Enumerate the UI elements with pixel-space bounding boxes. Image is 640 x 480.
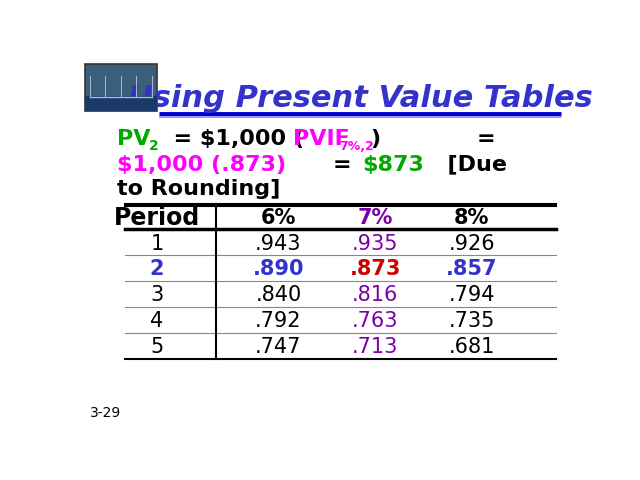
Text: $1,000 (.873): $1,000 (.873) bbox=[117, 155, 286, 175]
Text: .890: .890 bbox=[253, 259, 304, 279]
Text: 7%,2: 7%,2 bbox=[339, 140, 374, 153]
Text: to Rounding]: to Rounding] bbox=[117, 179, 280, 199]
FancyBboxPatch shape bbox=[85, 96, 157, 111]
Text: PV: PV bbox=[117, 129, 150, 149]
Text: Period: Period bbox=[114, 206, 200, 230]
Text: 4: 4 bbox=[150, 311, 163, 331]
Text: = $1,000 (: = $1,000 ( bbox=[158, 129, 304, 149]
Text: =: = bbox=[333, 155, 359, 175]
Text: .840: .840 bbox=[255, 285, 301, 305]
Text: .763: .763 bbox=[352, 311, 398, 331]
Text: .713: .713 bbox=[352, 337, 398, 357]
Text: 1: 1 bbox=[150, 233, 163, 253]
Text: .857: .857 bbox=[446, 259, 497, 279]
Text: 5: 5 bbox=[150, 337, 163, 357]
Text: .794: .794 bbox=[449, 285, 495, 305]
Text: 6%: 6% bbox=[260, 208, 296, 228]
FancyBboxPatch shape bbox=[85, 64, 157, 111]
Text: ): ) bbox=[370, 129, 380, 149]
Text: .735: .735 bbox=[449, 311, 495, 331]
Text: .816: .816 bbox=[352, 285, 398, 305]
Text: 7%: 7% bbox=[357, 208, 393, 228]
Text: =: = bbox=[477, 129, 495, 149]
Text: .681: .681 bbox=[449, 337, 495, 357]
Text: 2: 2 bbox=[150, 259, 164, 279]
Text: .747: .747 bbox=[255, 337, 301, 357]
Text: .926: .926 bbox=[449, 233, 495, 253]
Text: 2: 2 bbox=[148, 139, 158, 153]
Text: 8%: 8% bbox=[454, 208, 490, 228]
Text: .873: .873 bbox=[349, 259, 401, 279]
Text: $873: $873 bbox=[363, 155, 424, 175]
Text: .935: .935 bbox=[352, 233, 398, 253]
Text: PVIF: PVIF bbox=[293, 129, 350, 149]
Text: 3: 3 bbox=[150, 285, 163, 305]
Text: .792: .792 bbox=[255, 311, 301, 331]
Text: 3-29: 3-29 bbox=[90, 406, 121, 420]
Text: Using Present Value Tables: Using Present Value Tables bbox=[128, 84, 593, 113]
Text: [Due: [Due bbox=[432, 155, 507, 175]
Text: .943: .943 bbox=[255, 233, 301, 253]
